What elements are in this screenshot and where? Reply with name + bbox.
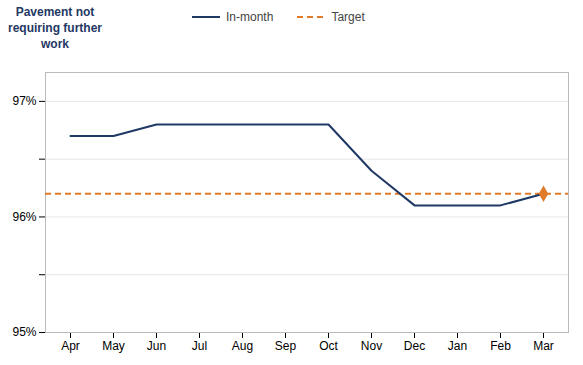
svg-text:May: May: [102, 339, 125, 353]
svg-text:Aug: Aug: [232, 339, 253, 353]
svg-text:96%: 96%: [12, 210, 36, 224]
svg-text:Apr: Apr: [61, 339, 80, 353]
svg-text:Jan: Jan: [448, 339, 467, 353]
svg-text:Mar: Mar: [533, 339, 554, 353]
svg-text:Sep: Sep: [275, 339, 297, 353]
html-text:In-month: In-month: [226, 10, 274, 24]
svg-text:97%: 97%: [12, 94, 36, 108]
svg-text:Feb: Feb: [490, 339, 511, 353]
svg-text:Jun: Jun: [147, 339, 166, 353]
svg-text:Jul: Jul: [192, 339, 207, 353]
svg-text:Nov: Nov: [361, 339, 382, 353]
svg-text:95%: 95%: [12, 325, 36, 339]
svg-text:Dec: Dec: [404, 339, 425, 353]
html-text:Target: Target: [331, 10, 365, 24]
html-text:Pavement not requiring further: Pavement not requiring further work: [8, 5, 102, 52]
svg-text:Oct: Oct: [319, 339, 338, 353]
